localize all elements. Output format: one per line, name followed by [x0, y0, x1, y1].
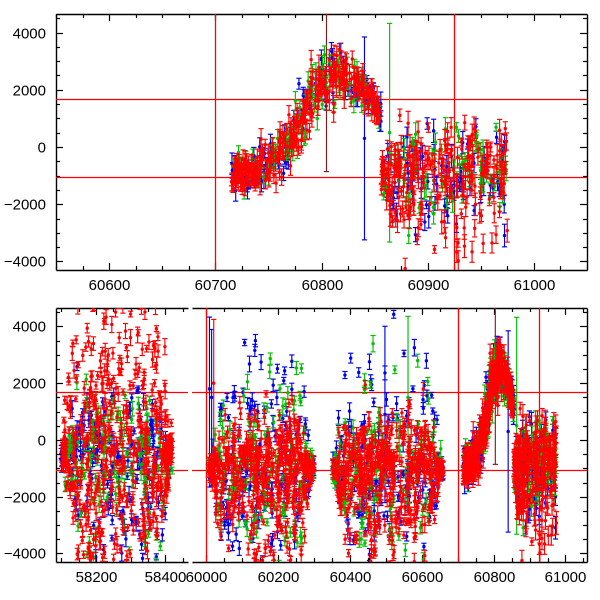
svg-text:60600: 60600: [402, 569, 444, 586]
svg-text:60600: 60600: [89, 277, 131, 294]
svg-text:2000: 2000: [13, 376, 46, 393]
svg-text:61000: 61000: [545, 569, 587, 586]
svg-text:60800: 60800: [474, 569, 516, 586]
svg-text:−4000: −4000: [4, 254, 46, 271]
svg-text:4000: 4000: [13, 26, 46, 43]
svg-text:60000: 60000: [186, 569, 228, 586]
svg-text:58400: 58400: [145, 569, 187, 586]
svg-text:−4000: −4000: [4, 546, 46, 563]
svg-text:60200: 60200: [258, 569, 300, 586]
svg-text:4000: 4000: [13, 319, 46, 336]
svg-text:58200: 58200: [76, 569, 118, 586]
svg-text:−2000: −2000: [4, 490, 46, 507]
svg-text:2000: 2000: [13, 83, 46, 100]
svg-text:60800: 60800: [302, 277, 344, 294]
svg-text:0: 0: [38, 433, 46, 450]
svg-text:61000: 61000: [514, 277, 556, 294]
svg-text:60700: 60700: [195, 277, 237, 294]
svg-text:−2000: −2000: [4, 197, 46, 214]
svg-text:60900: 60900: [408, 277, 450, 294]
svg-text:60400: 60400: [330, 569, 372, 586]
svg-text:0: 0: [38, 140, 46, 157]
